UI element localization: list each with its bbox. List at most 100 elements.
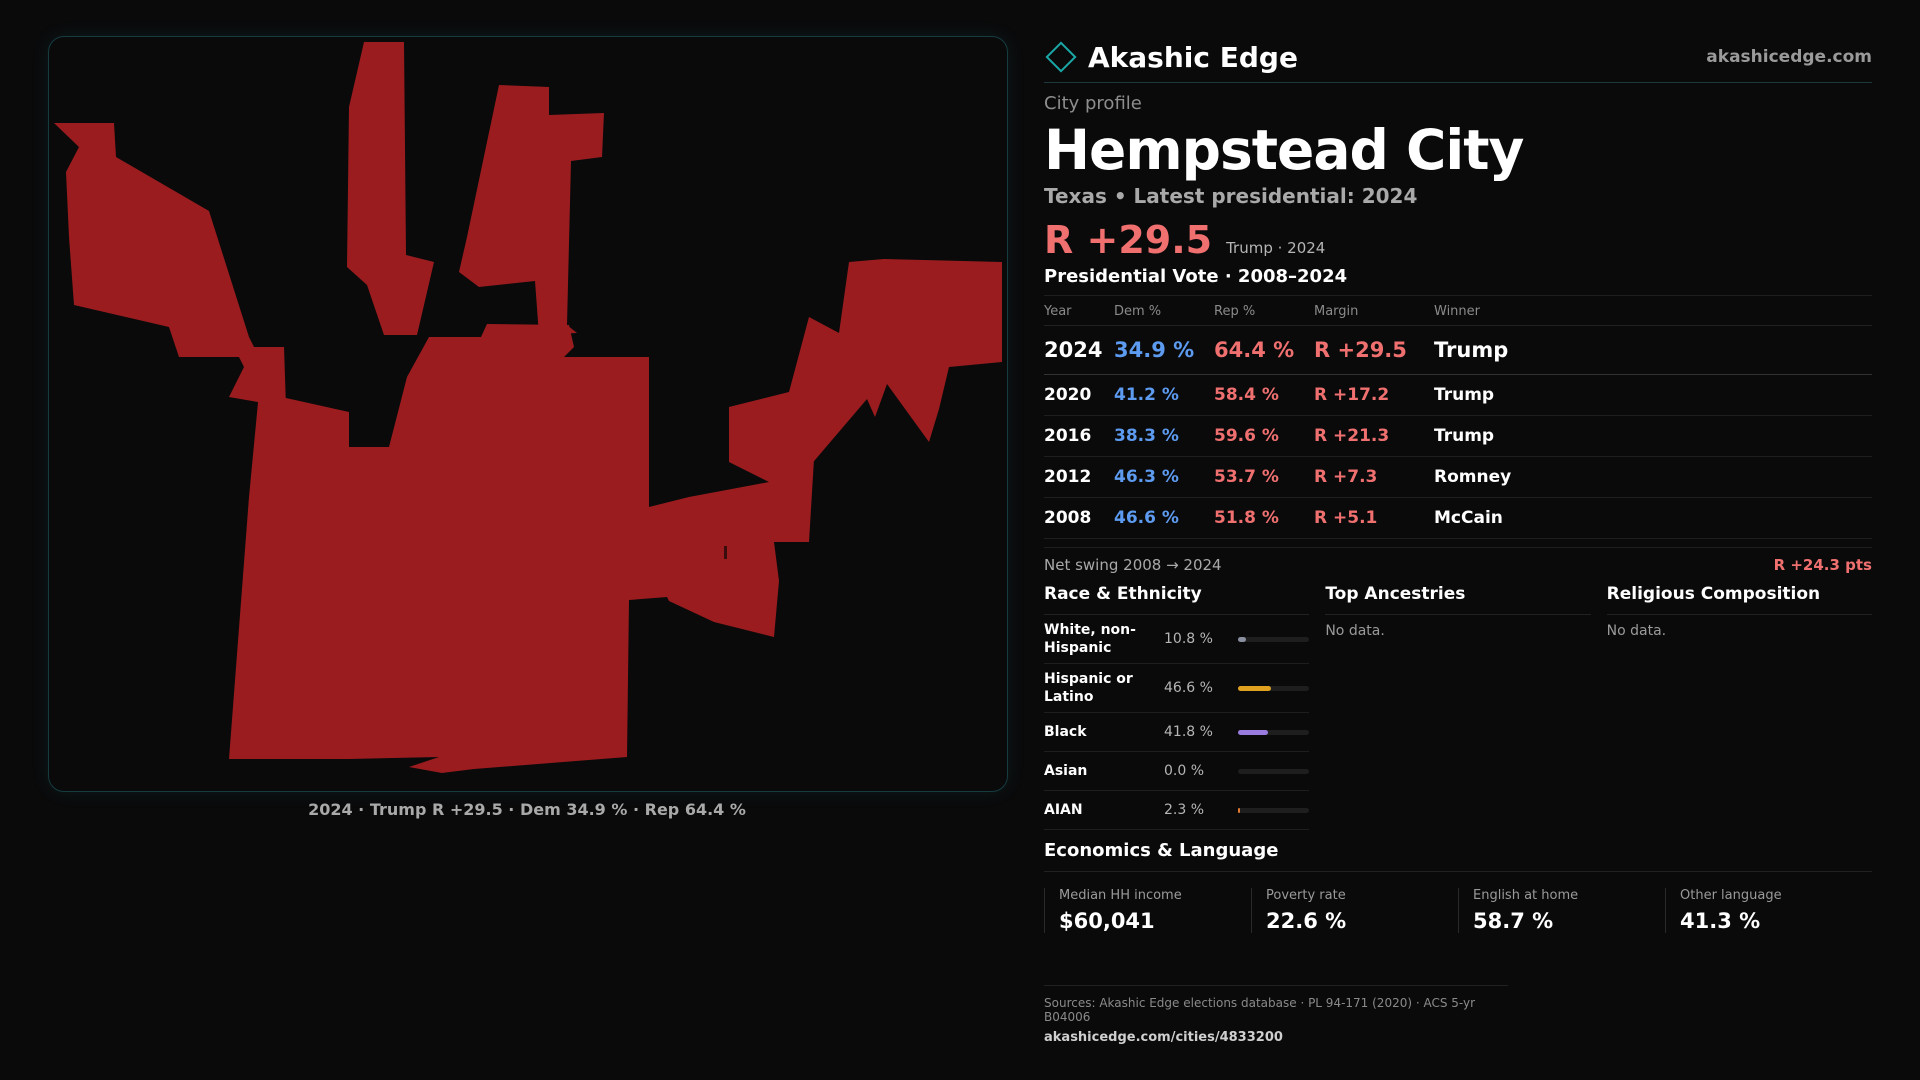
economics-title: Economics & Language <box>1044 840 1872 872</box>
table-row: 2020 41.2 % 58.4 % R +17.2 Trump <box>1044 374 1872 416</box>
map-marker <box>724 546 727 559</box>
stat-label: Other language <box>1680 888 1782 903</box>
race-bar <box>1238 636 1310 642</box>
stat-median-income: Median HH income $60,041 <box>1044 888 1251 933</box>
row-margin: R +5.1 <box>1314 497 1434 539</box>
stat-label: English at home <box>1473 888 1579 903</box>
race-section: Race & Ethnicity White, non-Hispanic 10.8… <box>1044 584 1310 830</box>
race-bar-fill <box>1238 685 1272 691</box>
row-rep: 58.4 % <box>1214 374 1314 416</box>
race-row: Black 41.8 % <box>1044 713 1310 752</box>
table-row: 2008 46.6 % 51.8 % R +5.1 McCain <box>1044 497 1872 539</box>
demographics: Race & Ethnicity White, non-Hispanic 10.8… <box>1044 584 1872 830</box>
row-margin: R +7.3 <box>1314 456 1434 498</box>
swing-value: R +24.3 pts <box>1773 556 1872 574</box>
net-swing: Net swing 2008 → 2024 R +24.3 pts <box>1044 547 1872 574</box>
row-dem: 46.3 % <box>1114 456 1214 498</box>
state-line: Texas • Latest presidential: 2024 <box>1044 184 1418 208</box>
header-rep: Rep % <box>1214 296 1314 326</box>
row-margin: R +17.2 <box>1314 374 1434 416</box>
race-value: 0.0 % <box>1164 763 1205 779</box>
votes-table: Year Dem % Rep % Margin Winner 2024 34.9… <box>1044 296 1872 539</box>
stat-value: 22.6 % <box>1266 909 1347 933</box>
religion-title: Religious Composition <box>1606 584 1872 615</box>
brand-name: Akashic Edge <box>1088 40 1298 74</box>
margin-value: R +29.5 <box>1044 218 1213 262</box>
row-winner: Romney <box>1434 456 1872 498</box>
row-year: 2024 <box>1044 325 1114 375</box>
row-dem: 41.2 % <box>1114 374 1214 416</box>
row-margin: R +21.3 <box>1314 415 1434 457</box>
race-value: 2.3 % <box>1164 802 1205 818</box>
header-dem: Dem % <box>1114 296 1214 326</box>
religion-empty: No data. <box>1606 623 1667 639</box>
stat-value: $60,041 <box>1059 909 1155 933</box>
race-bar <box>1238 729 1310 735</box>
page-title: Hempstead City <box>1044 118 1524 182</box>
ancestries-empty: No data. <box>1325 623 1385 639</box>
row-dem: 34.9 % <box>1114 325 1214 375</box>
stat-english-at-home: English at home 58.7 % <box>1458 888 1665 933</box>
row-year: 2008 <box>1044 497 1114 539</box>
city-boundary-shape <box>54 42 1002 773</box>
race-bar <box>1238 768 1310 774</box>
race-bar-fill <box>1238 729 1268 735</box>
row-winner: Trump <box>1434 415 1872 457</box>
site-link[interactable]: akashicedge.com <box>1706 47 1872 67</box>
sources-text: Sources: Akashic Edge elections database… <box>1044 996 1476 1024</box>
source-link[interactable]: akashicedge.com/cities/4833200 <box>1044 1030 1283 1045</box>
city-profile-panel: Akashic Edge akashicedge.com City profil… <box>1044 32 1872 1045</box>
race-label: White, non-Hispanic <box>1044 622 1136 656</box>
header-year: Year <box>1044 296 1114 326</box>
table-row: 2024 34.9 % 64.4 % R +29.5 Trump <box>1044 325 1872 375</box>
row-rep: 51.8 % <box>1214 497 1314 539</box>
race-label: AIAN <box>1044 802 1083 818</box>
row-dem: 38.3 % <box>1114 415 1214 457</box>
table-row: 2016 38.3 % 59.6 % R +21.3 Trump <box>1044 415 1872 457</box>
stat-value: 41.3 % <box>1680 909 1761 933</box>
headline-margin: R +29.5 Trump · 2024 <box>1044 218 1872 262</box>
stat-value: 58.7 % <box>1473 909 1554 933</box>
table-row: 2012 46.3 % 53.7 % R +7.3 Romney <box>1044 456 1872 498</box>
race-label: Asian <box>1044 763 1088 779</box>
swing-label: Net swing 2008 → 2024 <box>1044 556 1222 574</box>
race-bar-fill <box>1238 636 1246 642</box>
stat-label: Poverty rate <box>1266 888 1346 903</box>
map-caption: 2024 · Trump R +29.5 · Dem 34.9 % · Rep … <box>308 800 746 819</box>
race-title: Race & Ethnicity <box>1044 584 1310 615</box>
stat-label: Median HH income <box>1059 888 1182 903</box>
votes-title: Presidential Vote · 2008–2024 <box>1044 266 1872 296</box>
city-map[interactable] <box>48 36 1008 792</box>
header-margin: Margin <box>1314 296 1434 326</box>
brand-header: Akashic Edge akashicedge.com <box>1044 32 1872 83</box>
sources: Sources: Akashic Edge elections database… <box>1044 985 1508 1045</box>
row-year: 2012 <box>1044 456 1114 498</box>
race-row: Asian 0.0 % <box>1044 752 1310 791</box>
page-kicker: City profile <box>1044 93 1142 114</box>
diamond-icon <box>1045 41 1077 73</box>
race-label: Hispanic or Latino <box>1044 671 1133 705</box>
race-label: Black <box>1044 724 1087 740</box>
economics-stats: Median HH income $60,041 Poverty rate 22… <box>1044 888 1872 933</box>
race-row: AIAN 2.3 % <box>1044 791 1310 830</box>
row-year: 2016 <box>1044 415 1114 457</box>
row-year: 2020 <box>1044 374 1114 416</box>
table-header-row: Year Dem % Rep % Margin Winner <box>1044 296 1872 326</box>
margin-note: Trump · 2024 <box>1226 239 1326 257</box>
row-dem: 46.6 % <box>1114 497 1214 539</box>
brand[interactable]: Akashic Edge <box>1044 41 1298 74</box>
row-winner: McCain <box>1434 497 1872 539</box>
row-rep: 53.7 % <box>1214 456 1314 498</box>
race-row: White, non-Hispanic 10.8 % <box>1044 615 1310 664</box>
race-list: White, non-Hispanic 10.8 % Hispanic or Lat… <box>1044 615 1310 830</box>
race-bar <box>1238 685 1310 691</box>
stat-other-language: Other language 41.3 % <box>1665 888 1872 933</box>
religion-section: Religious Composition No data. <box>1606 584 1872 830</box>
city-boundary-map <box>54 42 1002 773</box>
race-value: 46.6 % <box>1164 680 1213 696</box>
race-bar-fill <box>1238 807 1240 813</box>
row-margin: R +29.5 <box>1314 325 1434 375</box>
row-rep: 64.4 % <box>1214 325 1314 375</box>
row-winner: Trump <box>1434 325 1872 375</box>
race-value: 10.8 % <box>1164 631 1213 647</box>
